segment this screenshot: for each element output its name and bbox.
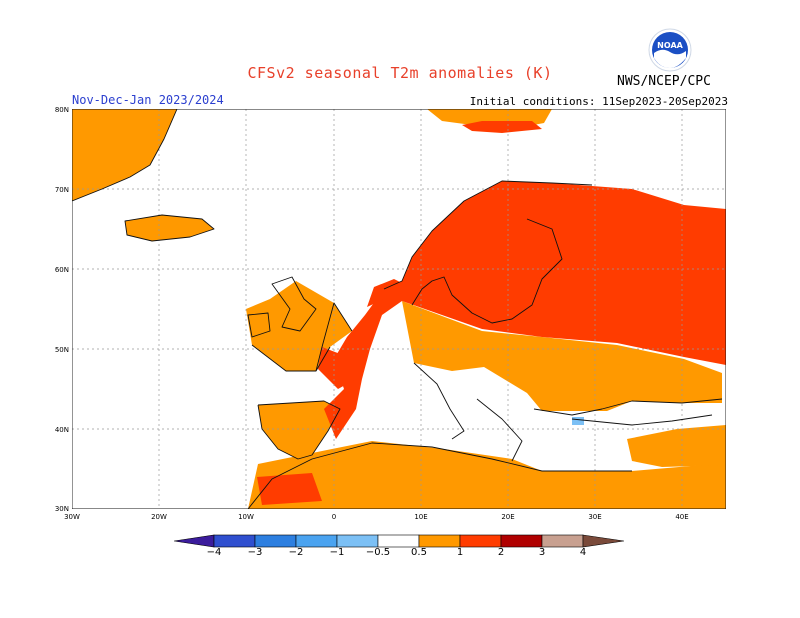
logo-wordmark: NOAA — [657, 41, 683, 50]
colorbar-tick: 4 — [579, 547, 587, 558]
colorbar — [174, 534, 624, 548]
anomaly-map — [72, 109, 726, 509]
colorbar-bin — [336, 534, 379, 548]
lat-label-70n: 70N — [54, 186, 69, 194]
lon-label-20e: 20E — [501, 513, 515, 521]
noaa-logo: NOAA — [648, 28, 692, 72]
colorbar-tick: −4 — [206, 547, 222, 558]
anomaly-fill-neg-05-1 — [572, 417, 584, 425]
lat-label-80n: 80N — [54, 106, 69, 114]
season-label: Nov-Dec-Jan 2023/2024 — [72, 93, 224, 107]
initial-conditions-label: Initial conditions: 11Sep2023-20Sep2023 — [469, 95, 728, 108]
lat-label-40n: 40N — [54, 426, 69, 434]
lon-label-10e: 10E — [414, 513, 428, 521]
colorbar-bin — [295, 534, 338, 548]
colorbar-bin — [459, 534, 502, 548]
lat-label-30n: 30N — [54, 505, 69, 513]
colorbar-bin — [418, 534, 461, 548]
map-title: CFSv2 seasonal T2m anomalies (K) — [247, 64, 553, 82]
agency-label: NWS/NCEP/CPC — [617, 74, 711, 89]
lat-label-50n: 50N — [54, 346, 69, 354]
colorbar-tick: 2 — [497, 547, 505, 558]
colorbar-tick: −2 — [288, 547, 304, 558]
lon-label-30w: 30W — [64, 513, 80, 521]
lon-label-10w: 10W — [238, 513, 254, 521]
colorbar-bin — [377, 534, 420, 548]
colorbar-bin — [254, 534, 297, 548]
graticule — [72, 109, 726, 509]
coastlines — [72, 109, 726, 509]
colorbar-tick: 1 — [456, 547, 464, 558]
colorbar-tick: −0.5 — [365, 547, 391, 558]
colorbar-arrow-right — [582, 534, 624, 548]
colorbar-arrow-left — [174, 534, 215, 548]
colorbar-bin — [500, 534, 543, 548]
lon-label-20w: 20W — [151, 513, 167, 521]
colorbar-bin — [213, 534, 256, 548]
lon-label-40e: 40E — [675, 513, 689, 521]
lat-label-60n: 60N — [54, 266, 69, 274]
lon-label-0: 0 — [331, 513, 337, 521]
colorbar-tick: −1 — [329, 547, 345, 558]
lon-label-30e: 30E — [588, 513, 602, 521]
colorbar-tick: −3 — [247, 547, 263, 558]
colorbar-bin — [541, 534, 584, 548]
colorbar-tick: 0.5 — [411, 547, 427, 558]
colorbar-tick: 3 — [538, 547, 546, 558]
